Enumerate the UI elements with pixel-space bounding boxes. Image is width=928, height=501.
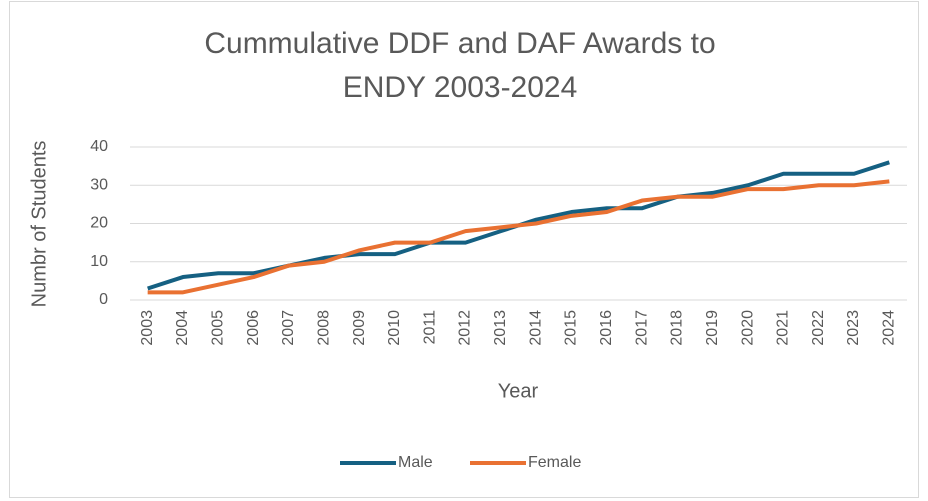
y-tick-label: 40 (90, 138, 108, 155)
y-tick-label: 10 (90, 253, 108, 270)
x-tick-label: 2014 (527, 310, 544, 346)
x-tick-label: 2013 (492, 310, 509, 346)
x-tick-label: 2009 (351, 310, 368, 346)
x-tick-label: 2021 (775, 310, 792, 346)
x-tick-label: 2012 (457, 310, 474, 346)
x-tick-label: 2003 (139, 310, 156, 346)
x-tick-label: 2023 (845, 310, 862, 346)
x-tick-label: 2015 (563, 310, 580, 346)
x-tick-label: 2010 (386, 310, 403, 346)
x-tick-label: 2016 (598, 310, 615, 346)
x-tick-label: 2019 (704, 310, 721, 346)
x-tick-label: 2004 (174, 310, 191, 346)
line-series (147, 179, 890, 295)
legend-label: Female (528, 454, 581, 471)
x-tick-label: 2024 (881, 310, 898, 346)
x-tick-label: 2007 (280, 310, 297, 346)
x-axis-label: Year (498, 380, 539, 402)
y-tick-label: 30 (90, 176, 108, 193)
legend-label: Male (398, 454, 433, 471)
x-tick-label: 2020 (739, 310, 756, 346)
chart-title: Cummulative DDF and DAF Awards to ENDY 2… (204, 27, 716, 104)
x-tick-label: 2008 (315, 310, 332, 346)
x-tick-label: 2022 (810, 310, 827, 346)
x-tick-label: 2018 (669, 310, 686, 346)
chart-frame (9, 1, 919, 498)
y-tick-label: 20 (90, 215, 108, 232)
y-tick-label: 0 (99, 291, 108, 308)
x-tick-label: 2005 (210, 310, 227, 346)
y-axis-label: Numbr of Students (28, 141, 50, 308)
x-tick-label: 2006 (245, 310, 262, 346)
x-tick-label: 2011 (421, 310, 438, 345)
x-tick-label: 2017 (633, 310, 650, 346)
